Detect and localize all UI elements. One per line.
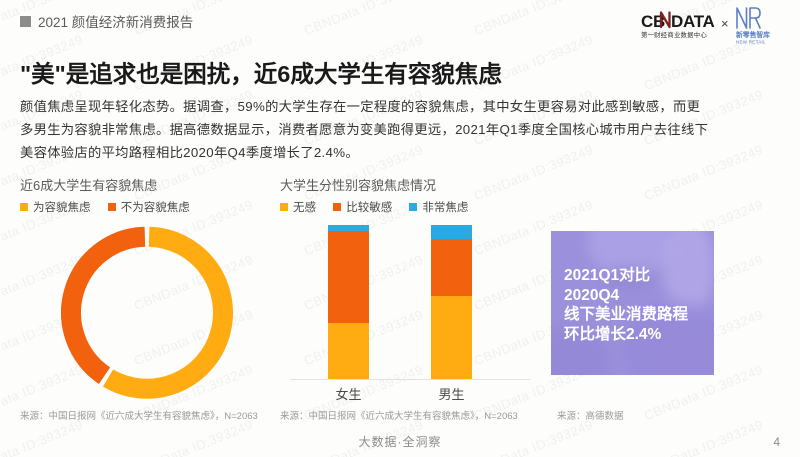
svg-text:NEW RETAIL: NEW RETAIL: [736, 40, 766, 45]
svg-text:DATA: DATA: [671, 12, 715, 31]
svg-text:×: ×: [721, 16, 729, 31]
svg-text:新零售智库: 新零售智库: [736, 30, 770, 39]
svg-text:第一财经商业数据中心: 第一财经商业数据中心: [641, 30, 707, 39]
